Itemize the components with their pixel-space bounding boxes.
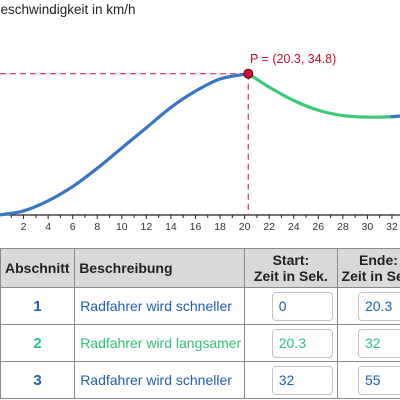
graph-canvas: 2 4 6 8 10 12 14 16 18 20 22 24 26 28 30 32 xyxy=(0,68,400,233)
x-tick-label: 18 xyxy=(214,221,226,233)
row-2-number: 2 xyxy=(0,324,76,362)
row-2-start-field[interactable]: 20.3 xyxy=(271,328,333,358)
row-3-description: Radfahrer wird schneller xyxy=(74,361,245,399)
row-1-number: 1 xyxy=(0,287,76,325)
x-tick-label: 6 xyxy=(70,221,76,233)
x-tick-label: 32 xyxy=(386,221,398,233)
y-axis-title: Geschwindigkeit in km/h xyxy=(0,2,136,17)
header-abschnitt: Abschnitt xyxy=(0,248,76,288)
row-1-start-field[interactable]: 0 xyxy=(271,291,333,321)
point-p-label: P = (20.3, 34.8) xyxy=(250,52,337,66)
header-beschreibung: Beschreibung xyxy=(74,248,245,288)
segments-table: Abschnitt Beschreibung Start: Zeit in Se… xyxy=(0,248,400,399)
x-tick-label: 2 xyxy=(21,221,27,233)
x-tick-label: 16 xyxy=(190,221,202,233)
x-tick-label: 24 xyxy=(288,221,300,233)
table-header-row: Abschnitt Beschreibung Start: Zeit in Se… xyxy=(0,248,400,288)
header-start-line2: Zeit in Sek. xyxy=(253,268,328,284)
row-3-start-cell: 32 xyxy=(243,361,338,399)
speed-time-graph: 2 4 6 8 10 12 14 16 18 20 22 24 26 28 30 32 Geschwindig… xyxy=(0,2,400,233)
header-start: Start: Zeit in Sek. xyxy=(243,248,338,288)
x-tick-label: 10 xyxy=(116,221,128,233)
header-ende: Ende: Zeit in Sek. xyxy=(336,248,400,288)
row-2-start-cell: 20.3 xyxy=(243,324,338,362)
point-p-marker xyxy=(243,68,254,79)
x-tick-label: 22 xyxy=(263,221,275,233)
row-2-end-cell: 32 xyxy=(336,324,400,362)
row-3-number: 3 xyxy=(0,361,76,399)
x-tick-label: 4 xyxy=(45,221,51,233)
row-2-end-field[interactable]: 32 xyxy=(357,328,400,358)
x-tick-label: 28 xyxy=(337,221,349,233)
x-tick-label: 30 xyxy=(362,221,374,233)
series-accelerating-line xyxy=(0,72,250,217)
series-accelerating-continuation xyxy=(390,114,400,119)
row-3-end-cell: 55 xyxy=(336,361,400,399)
header-ende-line2: Zeit in Sek. xyxy=(341,268,400,284)
segments-table-container: Abschnitt Beschreibung Start: Zeit in Se… xyxy=(0,248,400,399)
table-row: 1 Radfahrer wird schneller 0 20.3 xyxy=(0,287,400,325)
header-start-line1: Start: xyxy=(272,252,310,268)
x-tick-label: 26 xyxy=(312,221,324,233)
row-1-end-field[interactable]: 20.3 xyxy=(357,291,400,321)
row-1-description: Radfahrer wird schneller xyxy=(74,287,245,325)
x-tick-label: 20 xyxy=(239,221,251,233)
header-ende-line1: Ende: xyxy=(359,252,398,268)
row-3-start-field[interactable]: 32 xyxy=(271,365,333,395)
row-3-end-field[interactable]: 55 xyxy=(357,365,400,395)
x-tick-label: 8 xyxy=(94,221,100,233)
row-2-description: Radfahrer wird langsamer xyxy=(74,324,245,362)
series-decelerating-line xyxy=(246,72,394,119)
x-tick-label: 12 xyxy=(141,221,153,233)
table-row: 2 Radfahrer wird langsamer 20.3 32 xyxy=(0,324,400,362)
table-row: 3 Radfahrer wird schneller 32 55 xyxy=(0,361,400,399)
row-1-start-cell: 0 xyxy=(243,287,338,325)
x-tick-label: 14 xyxy=(165,221,177,233)
row-1-end-cell: 20.3 xyxy=(336,287,400,325)
